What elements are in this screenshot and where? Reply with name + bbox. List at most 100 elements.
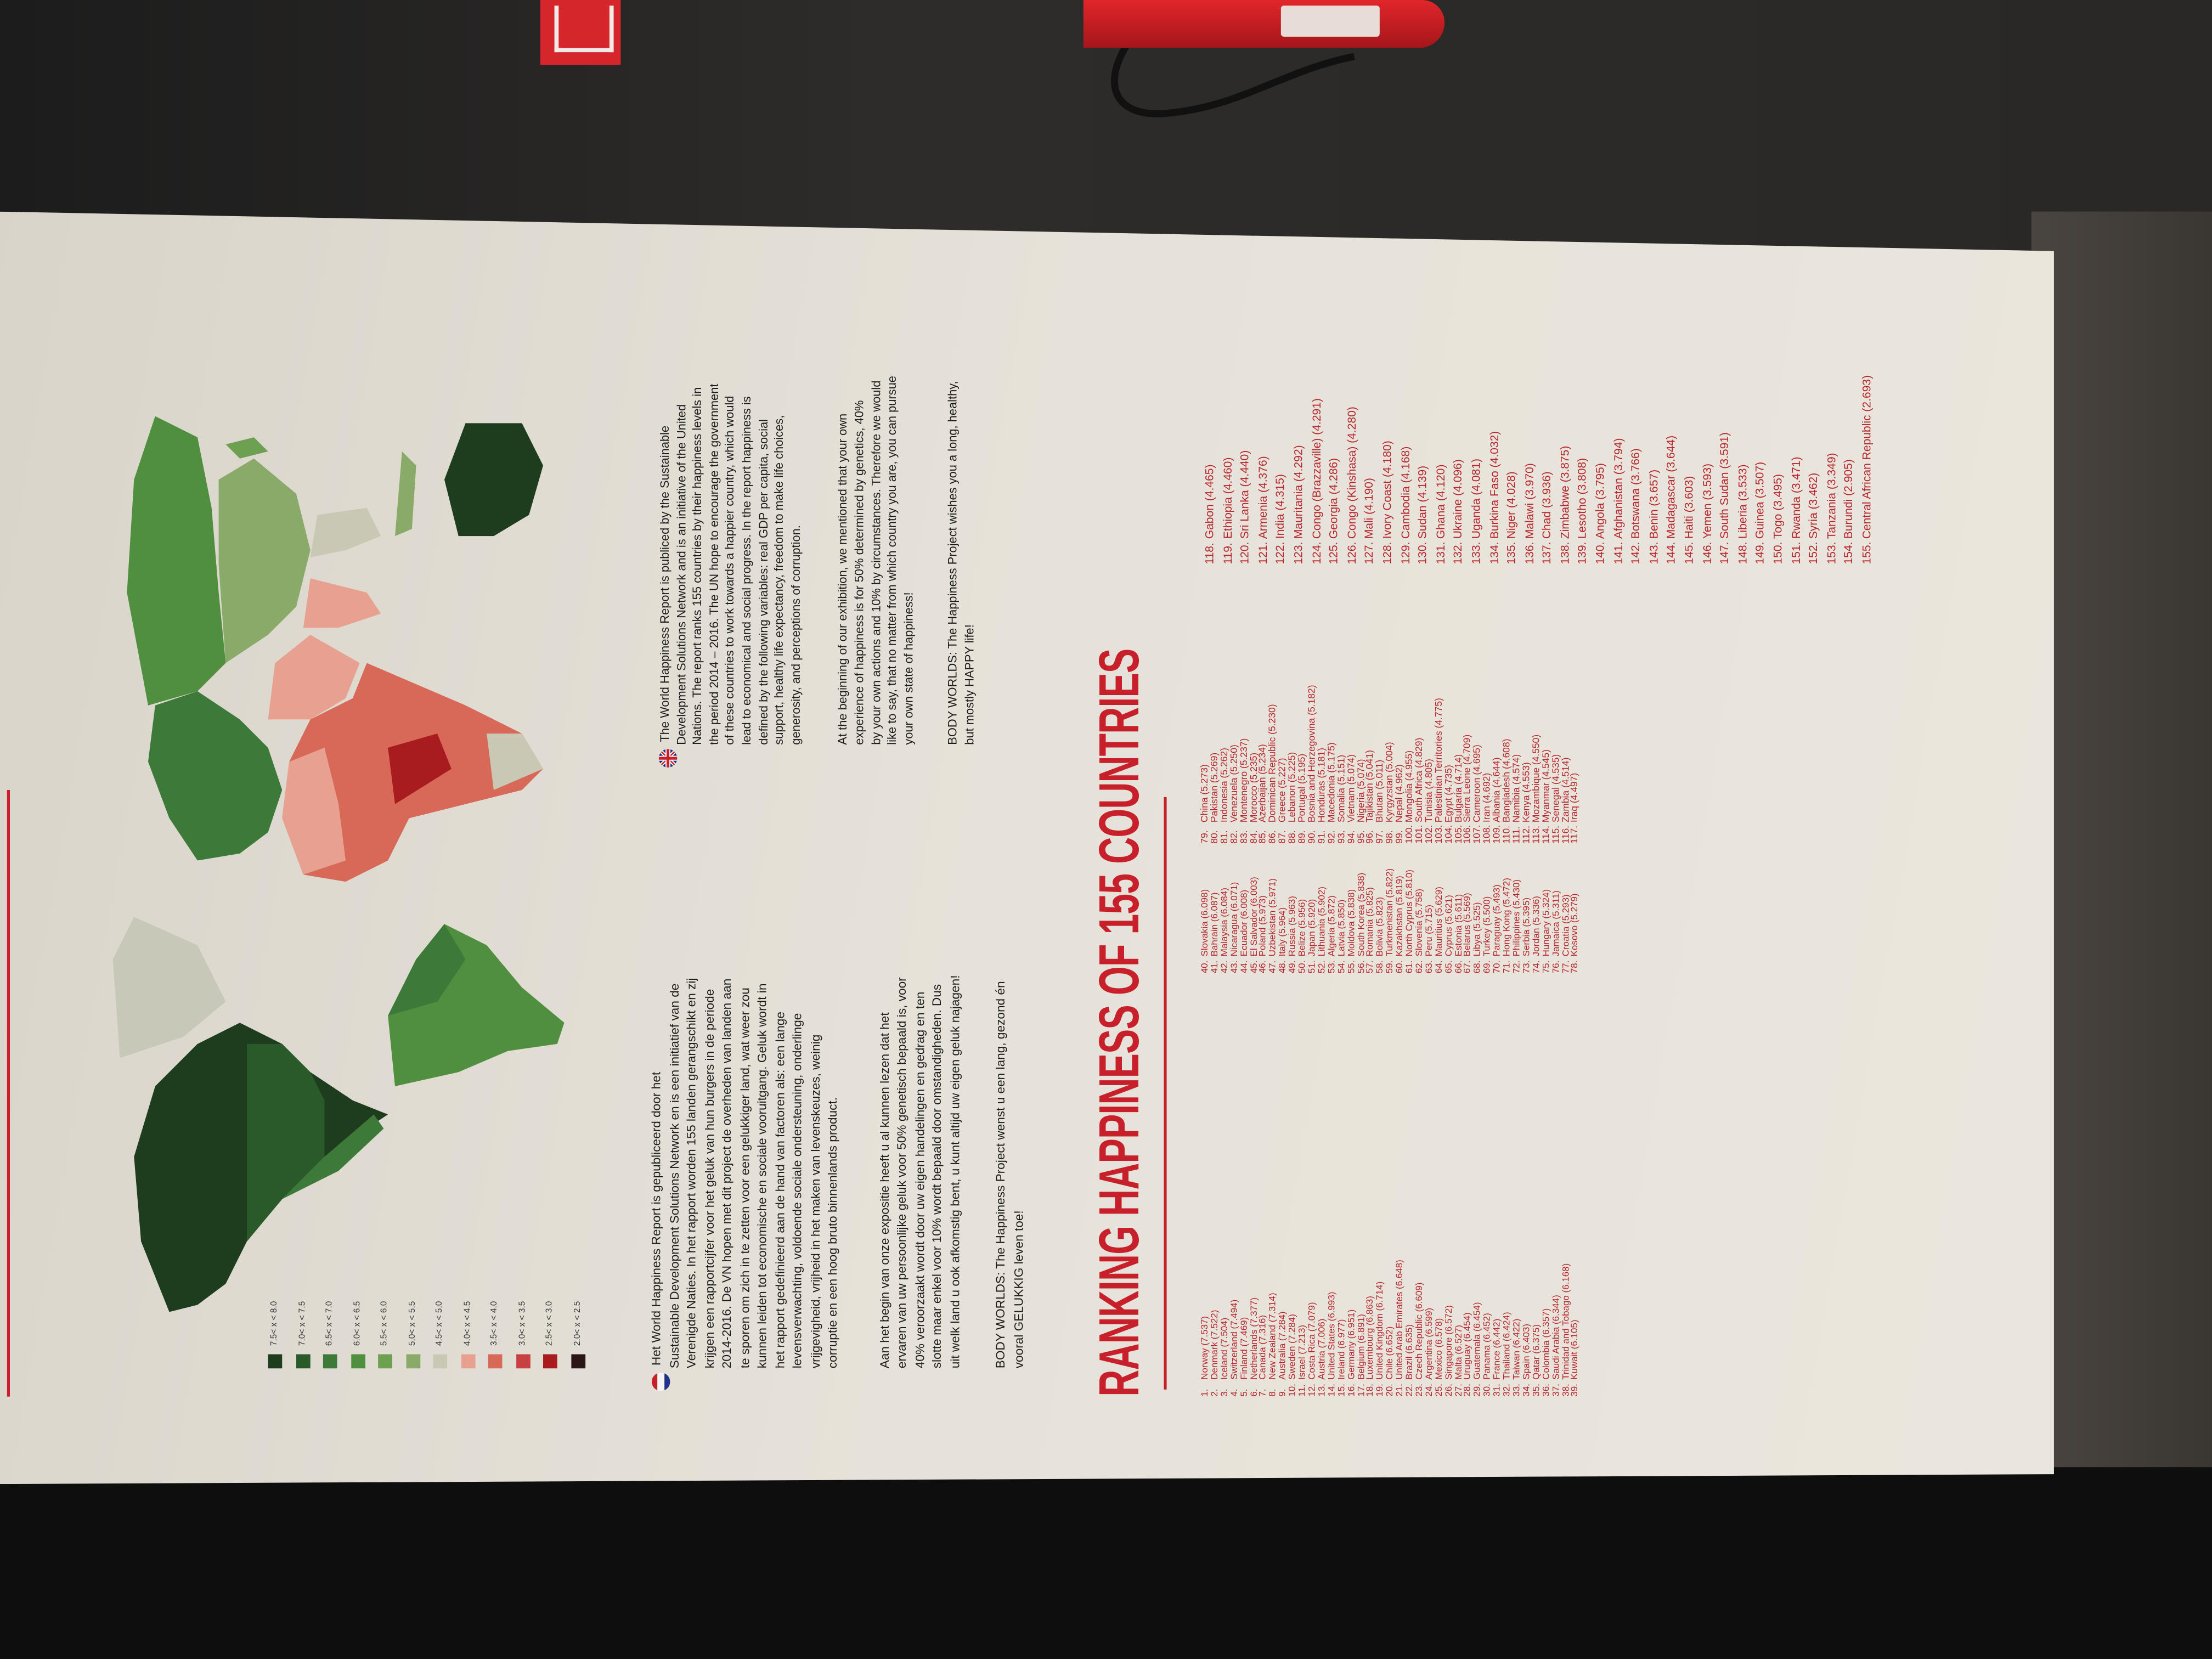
rank-number: 37. [1551,1384,1561,1397]
country-score: Iraq (4.497) [1571,772,1581,823]
country-score: Nicaragua (6.071) [1229,882,1240,957]
text-line: het rapport gedefinieerd aan de hand van… [772,1012,787,1369]
country-score: Burundi (2.905) [1843,459,1856,539]
ranking-row: 118. Gabon (4.465) [1202,375,1220,565]
country-score: Angola (3.795) [1594,463,1607,539]
map-africa-south [487,733,543,790]
country-score: Germany (6.951) [1346,1309,1357,1380]
country-score: Syria (3.462) [1807,472,1820,539]
country-score: Ukraine (4.096) [1452,459,1465,539]
map-africa-central [388,733,452,804]
country-score: Mauritius (5.629) [1434,887,1444,957]
country-score: Botswana (3.766) [1629,448,1643,539]
rank-number: 135. [1505,541,1519,565]
rank-number: 4. [1229,1389,1240,1397]
country-score: Venezuela (5.250) [1229,744,1240,823]
country-score: Italy (5.964) [1278,907,1289,957]
country-score: United States (6.993) [1327,1291,1338,1380]
country-score: Myanmar (4.545) [1541,749,1551,823]
country-score: Guinea (3.507) [1754,461,1767,539]
country-score: Philippines (5.430) [1512,879,1522,957]
country-score: Mexico (6.578) [1434,1318,1444,1380]
country-score: Belarus (5.569) [1463,893,1474,957]
country-score: Colombia (6.357) [1541,1308,1551,1380]
country-score: Romania (5.825) [1366,887,1376,957]
ranking-row: 78. Kosovo (5.279) [1571,868,1582,973]
country-score: Mali (4.190) [1363,478,1376,539]
country-score: Hungary (5.324) [1541,889,1551,957]
legend-swatch [268,1354,283,1369]
country-score: Palestinian Territories (4.775) [1434,698,1444,823]
extinguisher-hose [1111,40,1355,117]
country-score: Uzbekistan (5.971) [1268,878,1279,957]
ranking-column: 1.Norway (7.537) 2.Denmark (7.522) 3.Icela… [1200,1260,1582,1397]
country-score: Ecuador (6.008) [1239,889,1250,957]
rank-number: 117. [1571,825,1581,844]
country-score: Argentina (6.599) [1424,1307,1435,1380]
ranking-row: 122. India (4.315) [1273,375,1290,565]
text-line: like to say, that no matter from which c… [884,376,899,745]
legend-swatch [378,1354,392,1369]
ranking-row: 123. Mauritania (4.292) [1291,375,1308,564]
country-score: Zambia (4.514) [1561,757,1571,823]
ranking-row: 136. Malawi (3.970) [1522,375,1539,564]
country-score: Congo (Kinshasa) (4.280) [1345,407,1358,539]
paragraph: BODY WORLDS: The Happiness Project wishe… [945,376,979,745]
rank-number: 150. [1771,541,1785,565]
rank-number: 129. [1398,541,1412,565]
ranking-row: 155. Central African Republic (2.693) [1859,375,1877,565]
country-score: Portugal (5.195) [1297,753,1308,823]
rank-number: 55. [1346,960,1357,974]
text-line: Verenigde Naties. In het rapport worden … [684,978,698,1369]
rank-number: 128. [1381,541,1394,565]
text-line: At the beginning of our exhibition, we m… [836,413,850,745]
rank-number: 83. [1239,830,1250,844]
country-score: Greece (5.227) [1278,758,1289,823]
country-score: United Arab Emirates (6.648) [1395,1260,1406,1380]
text-line: uit welk land u ook afkomstig bent, u ku… [947,975,962,1369]
country-score: India (4.315) [1274,474,1288,539]
ranking-row: 132. Ukraine (4.096) [1451,375,1468,565]
country-score: Paraguay (5.493) [1493,884,1503,957]
map-southeast-asia [310,507,381,557]
text-line: vooral GELUKKIG leven toe! [1011,1210,1025,1369]
country-score: Hong Kong (5.472) [1502,878,1513,957]
rank-number: 132. [1452,541,1465,565]
rank-number: 75. [1541,960,1551,974]
ranking-row: 138. Zimbabwe (3.875) [1558,375,1575,565]
ranking-column: 79.China (5.273) 80.Pakistan (5.269) 81.In… [1200,685,1582,844]
country-score: Benin (3.657) [1647,469,1661,539]
country-score: Mauritania (4.292) [1292,445,1305,539]
country-score: Malaysia (6.084) [1220,888,1230,957]
ranking-row: 125. Georgia (4.286) [1327,375,1344,565]
country-score: Latvia (5.850) [1336,899,1347,957]
rank-number: 118. [1203,543,1216,565]
country-score: Armenia (4.376) [1256,456,1269,539]
country-score: Madagascar (3.644) [1665,435,1678,539]
rank-number: 130. [1417,541,1430,565]
ranking-row: 39. Kuwait (6.105) [1571,1260,1582,1397]
legend-swatch [515,1354,530,1369]
ranking-row: 143. Benin (3.657) [1646,375,1663,565]
ranking-column: 118. Gabon (4.465) 119. Ethiopia (4.460) 120… [1202,375,1877,565]
country-score: Sierra Leone (4.709) [1463,734,1474,823]
country-score: Senegal (4.535) [1551,754,1561,823]
rank-number: 115. [1551,825,1561,844]
rank-number: 155. [1860,541,1874,565]
text-line: but mostly HAPPY life! [962,624,977,745]
ranking-row: 127. Mali (4.190) [1362,375,1379,564]
paragraph: Aan het begin van onze expositie heeft u… [876,975,964,1368]
map-usa [246,1043,325,1242]
rank-number: 82. [1229,830,1240,844]
country-score: Albania (4.644) [1493,757,1503,823]
country-score: Kuwait (6.105) [1571,1319,1581,1380]
ranking-row: 144. Madagascar (3.644) [1664,375,1681,565]
country-score: Brazil (6.635) [1405,1324,1415,1380]
text-line: BODY WORLDS: The Happiness Project wishe… [945,381,960,745]
rank-number: 94. [1346,830,1357,844]
text-line: kunnen leiden tot economische en sociale… [754,983,769,1369]
country-score: Tunisia (4.805) [1424,759,1435,823]
map-middle-east [268,635,360,720]
fire-extinguisher-sign-icon [540,0,621,65]
ranking-row: 117. Iraq (4.497) [1571,685,1582,844]
